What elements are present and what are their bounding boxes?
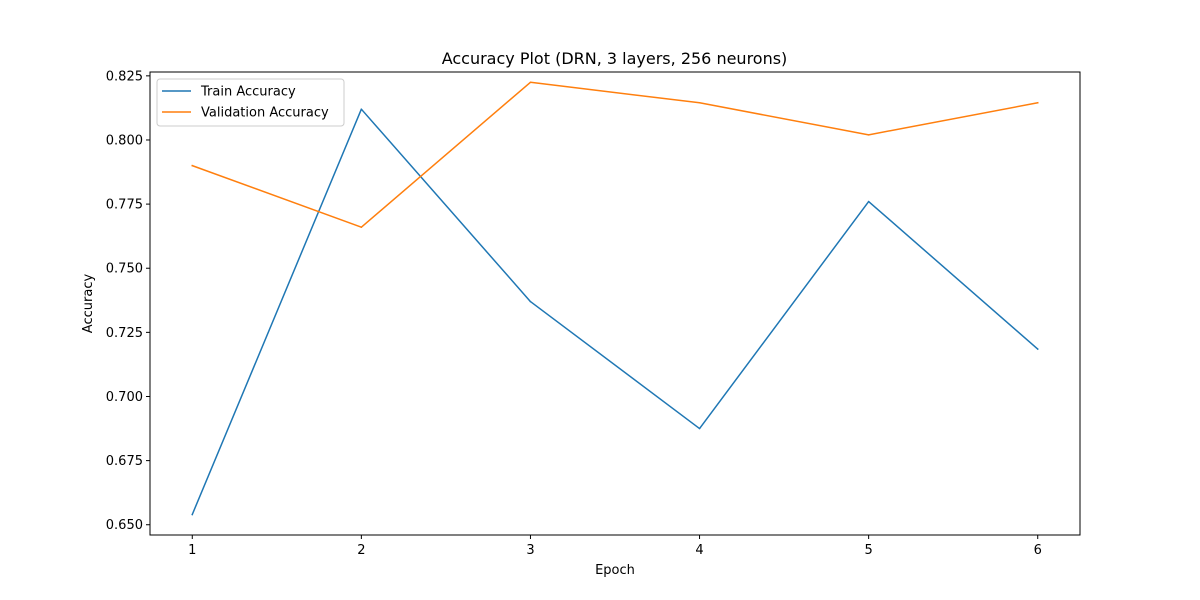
y-axis-label: Accuracy [81, 274, 96, 334]
validation-accuracy-point [360, 226, 363, 228]
x-tick-label: 4 [695, 543, 703, 558]
x-tick-label: 2 [357, 543, 365, 558]
legend-label: Train Accuracy [200, 85, 296, 100]
y-tick-label: 0.825 [106, 69, 143, 84]
train-accuracy-point [1036, 348, 1039, 350]
y-tick-label: 0.650 [106, 518, 143, 533]
y-tick-label: 0.750 [106, 262, 143, 277]
validation-accuracy-point [529, 81, 532, 84]
validation-accuracy-point [867, 134, 870, 136]
legend-box [156, 78, 345, 127]
y-tick-label: 0.775 [106, 198, 143, 213]
validation-accuracy-point [1036, 102, 1039, 104]
validation-accuracy-line [191, 81, 1039, 228]
x-axis-label: Epoch [595, 563, 635, 578]
train-accuracy-point [698, 427, 701, 430]
train-accuracy-point [529, 300, 532, 303]
x-axis: 1 2 3 4 5 6 [188, 535, 1042, 558]
chart-title: Accuracy Plot (DRN, 3 layers, 256 neuron… [442, 49, 788, 68]
train-accuracy-line [191, 108, 1039, 516]
legend: Train Accuracy Validation Accuracy [156, 78, 345, 127]
train-accuracy-point [867, 200, 870, 203]
y-tick-label: 0.800 [106, 133, 143, 148]
y-tick-label: 0.675 [106, 454, 143, 469]
x-tick-label: 5 [864, 543, 872, 558]
y-tick-label: 0.725 [106, 326, 143, 341]
legend-label: Validation Accuracy [201, 106, 329, 121]
x-tick-label: 6 [1034, 543, 1042, 558]
plot-series [191, 81, 1039, 516]
y-tick-label: 0.700 [106, 390, 143, 405]
train-accuracy-point [360, 108, 363, 110]
validation-accuracy-point [191, 164, 194, 167]
y-axis: 0.650 0.675 0.700 0.725 0.750 0.775 0.800 0.825 [106, 69, 150, 533]
x-tick-label: 3 [526, 543, 534, 558]
validation-accuracy-point [698, 102, 701, 104]
train-accuracy-point [191, 513, 194, 516]
x-tick-label: 1 [188, 543, 196, 558]
plot-frame [149, 71, 1081, 536]
